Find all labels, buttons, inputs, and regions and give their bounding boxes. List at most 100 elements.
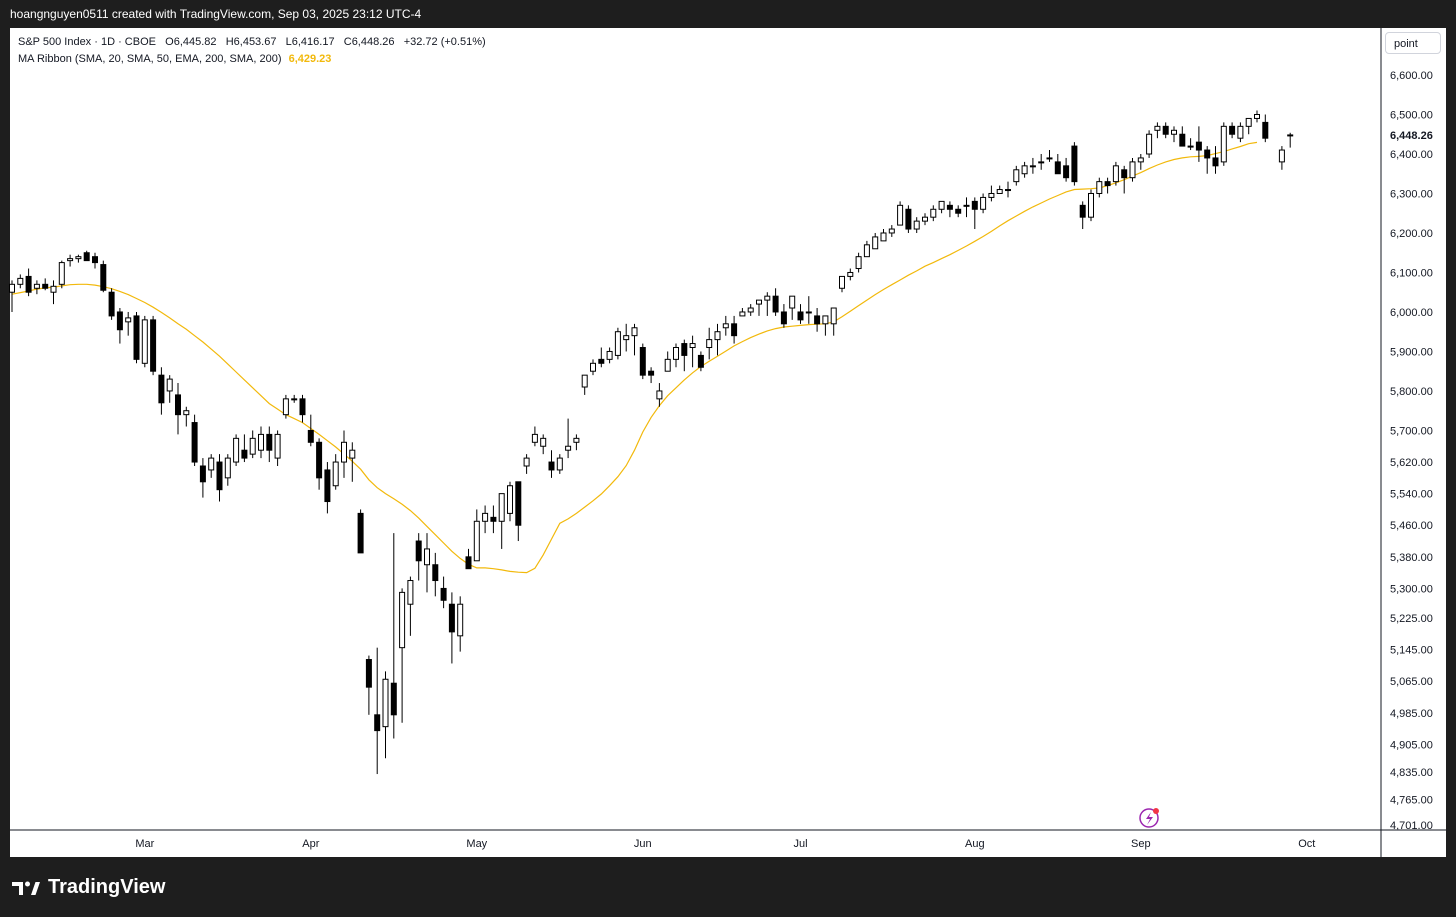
candle-body bbox=[158, 374, 165, 404]
candle-body bbox=[465, 556, 472, 570]
low-value: L6,416.17 bbox=[285, 36, 335, 48]
candle-body bbox=[888, 228, 895, 234]
candle-body bbox=[1096, 181, 1103, 194]
price-tick-label: 4,985.00 bbox=[1390, 708, 1433, 720]
price-tick-label: 6,000.00 bbox=[1390, 307, 1433, 319]
time-tick-label: Mar bbox=[135, 838, 154, 850]
candle-body bbox=[623, 335, 630, 341]
symbol-info[interactable]: S&P 500 Index · 1D · CBOE bbox=[18, 36, 156, 48]
high-value: H6,453.67 bbox=[225, 36, 277, 48]
candle-body bbox=[473, 520, 480, 562]
candle-body bbox=[598, 358, 605, 364]
price-tick-label: 6,400.00 bbox=[1390, 149, 1433, 161]
candle-body bbox=[780, 311, 787, 325]
candle-body bbox=[905, 208, 912, 230]
candle-body bbox=[556, 457, 563, 471]
price-tick-label: 6,500.00 bbox=[1390, 109, 1433, 121]
price-scale-mode-button[interactable]: point bbox=[1385, 32, 1441, 54]
candle-body bbox=[324, 469, 331, 503]
candle-body bbox=[1146, 133, 1153, 155]
candle-body bbox=[399, 591, 406, 649]
candle-body bbox=[299, 398, 306, 416]
candle-body bbox=[199, 465, 206, 483]
candle-body bbox=[971, 200, 978, 210]
candle-body bbox=[1021, 165, 1028, 175]
price-tick-label: 5,145.00 bbox=[1390, 645, 1433, 657]
chart-frame[interactable] bbox=[10, 28, 1446, 857]
candle-body bbox=[498, 493, 505, 522]
candle-body bbox=[1154, 125, 1161, 131]
notification-dot-icon bbox=[1153, 808, 1159, 814]
candle-body bbox=[341, 441, 347, 463]
candle-body bbox=[822, 315, 829, 325]
candle-body bbox=[805, 311, 812, 314]
candle-body bbox=[764, 295, 771, 301]
candle-body bbox=[282, 398, 289, 416]
candle-body bbox=[374, 714, 381, 732]
alert-circle-icon bbox=[1139, 808, 1159, 828]
candle-body bbox=[722, 323, 729, 329]
candle-body bbox=[548, 461, 555, 471]
candle-body bbox=[241, 449, 248, 459]
candle-body bbox=[930, 208, 937, 218]
candle-body bbox=[697, 354, 704, 368]
candle-body bbox=[415, 540, 422, 562]
tradingview-logo-icon bbox=[12, 881, 40, 895]
candle-body bbox=[507, 485, 513, 514]
candle-body bbox=[772, 295, 779, 313]
time-tick-label: Aug bbox=[965, 838, 985, 850]
price-tick-label: 6,600.00 bbox=[1390, 70, 1433, 82]
candle-body bbox=[365, 659, 372, 688]
candle-body bbox=[332, 461, 339, 487]
last-price-label: 6,448.26 bbox=[1390, 130, 1433, 142]
price-tick-label: 5,700.00 bbox=[1390, 425, 1433, 437]
candle-body bbox=[1245, 117, 1252, 127]
candle-body bbox=[233, 437, 240, 463]
candle-body bbox=[714, 331, 721, 341]
candle-body bbox=[382, 678, 389, 728]
candle-body bbox=[1212, 157, 1219, 167]
candle-body bbox=[1179, 133, 1186, 147]
candle-body bbox=[946, 204, 953, 210]
candle-body bbox=[1287, 134, 1294, 137]
time-tick-label: Oct bbox=[1298, 838, 1315, 850]
candle-body bbox=[756, 299, 762, 305]
candle-body bbox=[1262, 121, 1269, 139]
candle-body bbox=[216, 461, 223, 491]
candle-body bbox=[1079, 204, 1086, 218]
candle-body bbox=[25, 275, 32, 293]
candle-body bbox=[1121, 169, 1128, 179]
candle-body bbox=[590, 362, 596, 372]
candle-body bbox=[166, 378, 173, 392]
candle-body bbox=[100, 264, 107, 291]
candle-body bbox=[731, 323, 738, 337]
candle-body bbox=[515, 481, 522, 526]
tradingview-logo: TradingView bbox=[12, 876, 165, 899]
candle-body bbox=[116, 311, 123, 331]
candle-body bbox=[847, 271, 854, 277]
candle-body bbox=[913, 220, 920, 230]
time-tick-label: Sep bbox=[1131, 838, 1151, 850]
candle-body bbox=[1071, 145, 1078, 183]
candle-body bbox=[108, 291, 115, 317]
candle-body bbox=[1029, 165, 1036, 168]
candle-body bbox=[664, 358, 671, 372]
price-tick-label: 5,380.00 bbox=[1390, 552, 1433, 564]
candle-body bbox=[266, 433, 273, 451]
price-tick-label: 6,100.00 bbox=[1390, 267, 1433, 279]
price-tick-label: 5,300.00 bbox=[1390, 583, 1433, 595]
candle-body bbox=[565, 445, 572, 451]
candle-body bbox=[1013, 169, 1020, 183]
candle-body bbox=[897, 204, 904, 226]
candle-body bbox=[133, 315, 140, 360]
price-tick-label: 4,905.00 bbox=[1390, 739, 1433, 751]
time-tick-label: Jun bbox=[634, 838, 652, 850]
ma-indicator-label[interactable]: MA Ribbon (SMA, 20, SMA, 50, EMA, 200, S… bbox=[18, 53, 282, 65]
candle-body bbox=[689, 343, 696, 349]
candle-body bbox=[58, 262, 65, 285]
brand-name: TradingView bbox=[48, 876, 166, 898]
price-tick-label: 6,200.00 bbox=[1390, 228, 1433, 240]
price-tick-label: 6,300.00 bbox=[1390, 188, 1433, 200]
candle-body bbox=[955, 208, 962, 214]
